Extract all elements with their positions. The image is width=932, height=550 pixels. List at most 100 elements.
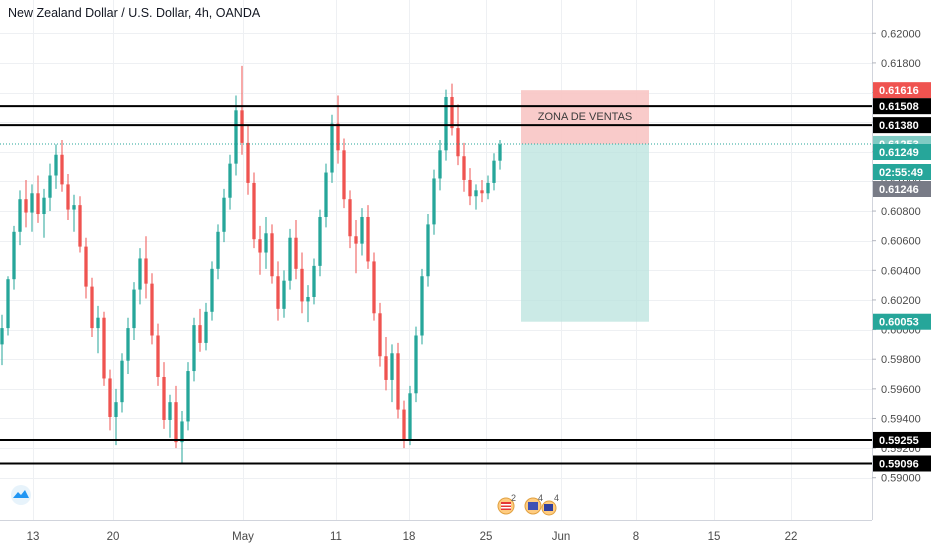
candle [42, 188, 46, 238]
x-tick-label: 8 [633, 531, 639, 543]
y-tick-label: 0.60600 [881, 236, 921, 248]
y-tick-label: 0.62000 [881, 28, 921, 40]
candle-body [132, 289, 136, 329]
candle [18, 190, 22, 246]
event-count-2: 4 [538, 493, 543, 503]
candle-body [144, 258, 148, 284]
x-tick-label: Jun [552, 531, 571, 543]
candle-body [108, 378, 112, 417]
candle-body [228, 163, 232, 198]
candle-body [60, 154, 64, 185]
sell-zone-rect[interactable] [521, 90, 649, 144]
candle [396, 342, 400, 419]
candle [192, 317, 196, 382]
candle-body [0, 328, 4, 345]
candle [66, 174, 70, 220]
candle-body [156, 335, 160, 377]
event-count-3: 4 [554, 493, 559, 503]
candle-body [198, 325, 202, 343]
candle-body [312, 265, 316, 297]
tradingview-logo-icon[interactable] [8, 485, 34, 505]
price-label-level: 0.59096 [873, 455, 931, 472]
candle [288, 228, 292, 290]
candle-body [288, 237, 292, 281]
price-label-bg [873, 164, 931, 180]
candle [300, 252, 304, 314]
event-flag-icon[interactable]: 2 [497, 493, 516, 515]
price-label-bg [873, 117, 931, 134]
candle-body [366, 216, 370, 262]
candle [114, 388, 118, 446]
candle-body [384, 356, 388, 380]
candle [138, 248, 142, 305]
candle [240, 65, 244, 155]
zone-label: ZONA DE VENTAS [538, 111, 633, 123]
candle [102, 311, 106, 386]
candle [90, 277, 94, 337]
candle [264, 216, 268, 269]
price-label-text: 02:55:49 [879, 167, 923, 179]
candle [48, 163, 52, 212]
candle [450, 83, 454, 136]
price-label-level: 0.61508 [873, 98, 931, 115]
candle-body [210, 268, 214, 312]
candle-body [180, 421, 184, 443]
time-axis[interactable]: 13 20 May 11 18 25 Jun 8 15 22 [0, 520, 872, 550]
horizontal-levels[interactable] [0, 105, 872, 465]
candle-body [150, 283, 154, 336]
candle-body [270, 233, 274, 277]
candle [486, 175, 490, 200]
price-label-text: 0.61616 [879, 85, 919, 97]
event-flag-icon[interactable]: 4 [541, 493, 559, 516]
candle-body [90, 286, 94, 329]
candle [318, 209, 322, 277]
candle [408, 385, 412, 446]
x-tick-label: May [232, 531, 254, 543]
candle-body [402, 409, 406, 440]
candle-body [294, 237, 298, 269]
candle [150, 273, 154, 345]
price-label-text: 0.61246 [879, 184, 919, 196]
economic-events[interactable]: 2 4 4 [497, 493, 567, 519]
candle-body [72, 205, 76, 210]
x-tick-label: 15 [708, 531, 721, 543]
candle [462, 142, 466, 192]
price-label-text: 0.59096 [879, 459, 919, 471]
time-axis-bg[interactable] [0, 520, 872, 550]
position-zones[interactable]: ZONA DE VENTAS [521, 90, 649, 322]
chart-title: New Zealand Dollar / U.S. Dollar, 4h, OA… [8, 6, 261, 20]
candle [492, 153, 496, 191]
target-zone-rect[interactable] [521, 143, 649, 322]
event-count-1: 2 [511, 493, 516, 503]
price-labels: 0.616160.615080.613800.612530.6124902:55… [873, 82, 931, 472]
candle [222, 188, 226, 243]
candle [360, 208, 364, 256]
candle-body [78, 205, 82, 247]
candle [120, 353, 124, 413]
candle [270, 224, 274, 284]
candle [186, 362, 190, 431]
candle [426, 214, 430, 287]
candle [180, 411, 184, 463]
candle [228, 154, 232, 210]
candle-body [102, 317, 106, 379]
candle [210, 261, 214, 321]
candle-body [192, 325, 196, 372]
candle [432, 169, 436, 235]
price-label-text: 0.61249 [879, 147, 919, 159]
candle-body [42, 197, 46, 215]
x-tick-label: 20 [107, 531, 120, 543]
candle [216, 224, 220, 280]
price-label-sell: 0.61616 [873, 82, 931, 99]
price-label-ask: 0.61246 [873, 181, 931, 197]
candle-body [480, 190, 484, 194]
candle-body [324, 172, 328, 217]
candle-body [174, 402, 178, 443]
candle-body [276, 276, 280, 309]
event-flag-icon[interactable]: 4 [524, 493, 543, 515]
candle [312, 258, 316, 305]
candle [324, 163, 328, 228]
candle [306, 285, 310, 323]
candle-body [48, 175, 52, 198]
